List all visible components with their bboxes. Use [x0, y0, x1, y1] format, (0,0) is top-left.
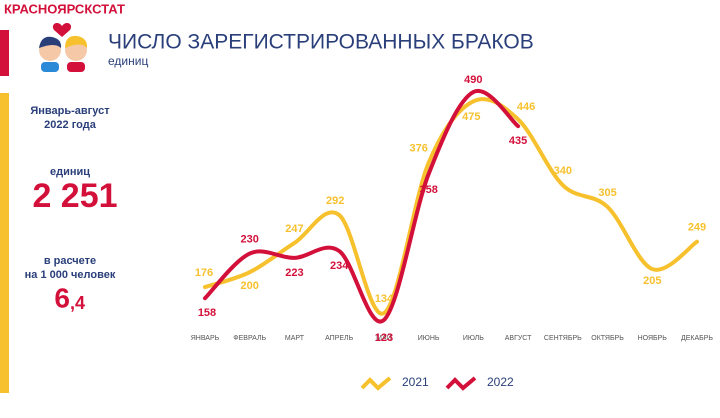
rate-dec: ,4 — [70, 293, 85, 313]
yellow-accent — [0, 93, 9, 393]
series-line — [203, 97, 699, 316]
value-label: 490 — [464, 74, 482, 86]
value-label: 249 — [688, 222, 706, 234]
series-line — [203, 88, 521, 324]
rate-label: на 1 000 человек — [25, 269, 116, 281]
value-label: 134 — [375, 293, 394, 305]
x-tick-label: ЯНВАРЬ — [191, 335, 220, 342]
x-tick-label: ДЕКАБРЬ — [681, 335, 713, 342]
x-tick-label: МАРТ — [285, 335, 305, 342]
chart-title: ЧИСЛО ЗАРЕГИСТРИРОВАННЫХ БРАКОВ — [108, 31, 534, 54]
x-tick-label: ОКТЯБРЬ — [591, 335, 624, 342]
icon — [39, 23, 88, 72]
x-tick-label: ФЕВРАЛЬ — [233, 335, 266, 342]
value-label: 435 — [509, 135, 527, 147]
value-label: 123 — [375, 332, 393, 344]
value-label: 205 — [643, 275, 661, 287]
value-label: 176 — [195, 267, 213, 279]
legend-label: 2022 — [487, 375, 514, 389]
period: 2022 года — [44, 119, 97, 131]
x-tick-label: СЕНТЯБРЬ — [544, 335, 582, 342]
rate-label: в расчете — [44, 255, 96, 267]
value-label: 223 — [285, 267, 303, 279]
value-label: 230 — [241, 233, 259, 245]
value-label: 247 — [285, 223, 303, 235]
rate-int: 6 — [54, 282, 70, 313]
value-label: 292 — [326, 195, 344, 207]
value-label: 358 — [419, 184, 437, 196]
total: 2 251 — [32, 177, 117, 215]
value-label: 376 — [409, 143, 427, 155]
x-tick-label: АПРЕЛЬ — [325, 335, 354, 342]
value-label: 475 — [462, 111, 480, 123]
value-label: 446 — [517, 101, 535, 113]
red-accent — [0, 30, 9, 76]
chart-subtitle: единиц — [108, 54, 148, 68]
value-label: 234 — [330, 260, 349, 272]
x-tick-label: ИЮНЬ — [418, 335, 440, 342]
x-tick-label: МАЙ — [376, 333, 392, 342]
value-label: 200 — [241, 280, 259, 292]
period: Январь-август — [30, 105, 110, 117]
legend-swatch — [445, 376, 477, 391]
value-label: 340 — [554, 165, 572, 177]
x-tick-label: АВГУСТ — [505, 335, 532, 342]
legend-label: 2021 — [402, 375, 429, 389]
org-name: КРАСНОЯРСКСТАТ — [4, 1, 125, 16]
x-tick-label: ИЮЛЬ — [463, 335, 484, 342]
x-tick-label: НОЯБРЬ — [638, 335, 668, 342]
value-label: 158 — [198, 307, 216, 319]
value-label: 305 — [598, 187, 616, 199]
unit: единиц — [50, 166, 90, 178]
legend-swatch — [360, 376, 392, 391]
